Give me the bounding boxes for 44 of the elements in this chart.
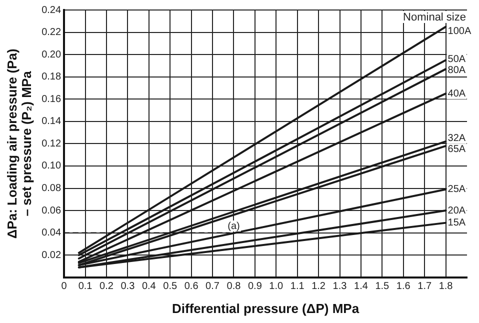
x-tick-label: 0.5 bbox=[163, 281, 178, 292]
x-axis-title: Differential pressure (ΔP) MPa bbox=[172, 300, 360, 316]
series-label: 65A bbox=[448, 144, 466, 155]
x-tick-label: 0.8 bbox=[226, 281, 242, 292]
y-tick-label: 0.22 bbox=[42, 27, 62, 38]
x-tick-label: 1.5 bbox=[375, 281, 390, 292]
y-tick-label: 0.18 bbox=[42, 72, 62, 83]
series-label: 100A bbox=[448, 26, 472, 37]
y-tick-label: 0.02 bbox=[42, 250, 62, 261]
x-tick-label: 1.7 bbox=[418, 281, 432, 292]
x-tick-label: 0.1 bbox=[78, 281, 93, 292]
x-tick-label: 0.3 bbox=[120, 281, 136, 292]
y-tick-label: 0.06 bbox=[42, 205, 62, 216]
series-label: 80A bbox=[448, 64, 466, 76]
x-tick-label: 0.9 bbox=[248, 281, 262, 292]
y-tick-label: 0.20 bbox=[42, 49, 62, 60]
legend-title: Nominal size bbox=[403, 12, 466, 24]
x-tick-label: 0.7 bbox=[206, 281, 220, 292]
y-tick-label: 0.08 bbox=[42, 183, 62, 194]
x-tick-label: 1.0 bbox=[269, 281, 284, 292]
x-tick-label: 0.4 bbox=[142, 281, 156, 292]
series-label: 50A bbox=[448, 54, 466, 65]
y-tick-label: 0.16 bbox=[42, 94, 62, 105]
series-label: 25A bbox=[448, 184, 466, 196]
x-tick-label: 0 bbox=[61, 281, 68, 292]
x-tick-label: 1.8 bbox=[438, 281, 454, 292]
y-tick-label: 0.12 bbox=[42, 138, 62, 150]
series-label: 40A bbox=[448, 88, 466, 100]
x-tick-label: 1.3 bbox=[332, 281, 348, 292]
x-tick-label: 1.4 bbox=[354, 281, 368, 292]
y-tick-label: 0.10 bbox=[42, 160, 62, 172]
y-axis-title: ΔPa: Loading air pressure (Pa) – set pressure (P₂) MPa bbox=[4, 48, 34, 239]
y-tick-label: 0.24 bbox=[42, 4, 62, 16]
x-tick-label: 1.2 bbox=[312, 281, 326, 292]
annotation: (a) bbox=[228, 221, 240, 232]
series-label: 32A bbox=[448, 132, 466, 144]
series-label: 15A bbox=[448, 218, 466, 229]
x-tick-label: 0.6 bbox=[184, 281, 199, 292]
x-tick-label: 1.6 bbox=[396, 281, 411, 292]
y-tick-label: 0.14 bbox=[42, 116, 62, 128]
x-tick-label: 0.2 bbox=[100, 281, 114, 292]
y-tick-label: 0.04 bbox=[42, 228, 62, 239]
x-tick-label: 1.1 bbox=[290, 281, 305, 292]
series-label: 20A bbox=[448, 205, 466, 216]
